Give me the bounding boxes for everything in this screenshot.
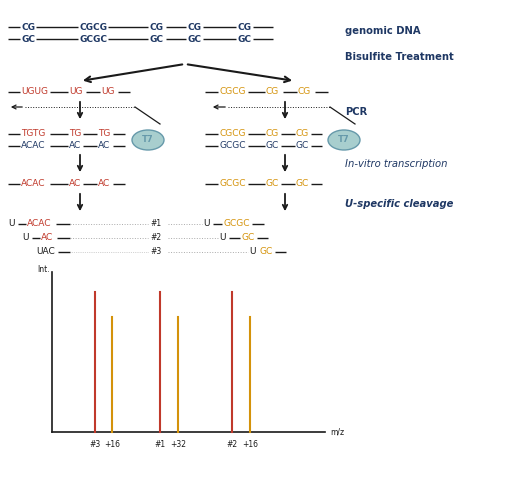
Text: #3: #3 (150, 247, 161, 256)
Text: Int.: Int. (37, 265, 50, 273)
Text: #2: #2 (226, 440, 238, 449)
Text: CG: CG (237, 23, 251, 31)
Text: In-vitro transcription: In-vitro transcription (345, 159, 447, 169)
Text: ACAC: ACAC (21, 142, 46, 150)
Text: T7: T7 (142, 135, 154, 145)
Text: UAC: UAC (36, 247, 55, 256)
Text: TGTG: TGTG (21, 130, 45, 138)
Text: GC: GC (237, 35, 251, 43)
Text: GC: GC (21, 35, 35, 43)
Text: +16: +16 (104, 440, 120, 449)
Text: PCR: PCR (345, 107, 367, 117)
Text: CGCG: CGCG (79, 23, 107, 31)
Text: GC: GC (150, 35, 164, 43)
Text: genomic DNA: genomic DNA (345, 26, 421, 36)
Text: U: U (22, 233, 29, 242)
Text: CG: CG (298, 88, 311, 96)
Text: AC: AC (69, 179, 81, 188)
Text: U: U (8, 219, 14, 228)
Text: CG: CG (187, 23, 201, 31)
Text: #2: #2 (150, 233, 161, 242)
Text: AC: AC (69, 142, 81, 150)
Text: +16: +16 (242, 440, 258, 449)
Text: UGUG: UGUG (21, 88, 48, 96)
Text: GCGC: GCGC (219, 142, 246, 150)
Text: Bisulfite Treatment: Bisulfite Treatment (345, 52, 454, 62)
Text: CG: CG (266, 130, 279, 138)
Text: U: U (219, 233, 226, 242)
Text: T7: T7 (338, 135, 350, 145)
Text: GCGC: GCGC (79, 35, 107, 43)
Text: ACAC: ACAC (21, 179, 46, 188)
Text: CG: CG (150, 23, 164, 31)
Ellipse shape (328, 130, 360, 150)
Text: GC: GC (266, 142, 279, 150)
Text: TG: TG (69, 130, 82, 138)
Text: CG: CG (21, 23, 35, 31)
Text: U: U (203, 219, 209, 228)
Text: U-specific cleavage: U-specific cleavage (345, 199, 453, 209)
Text: UG: UG (69, 88, 83, 96)
Text: +32: +32 (170, 440, 186, 449)
Text: UG: UG (101, 88, 114, 96)
Text: GC: GC (241, 233, 254, 242)
Text: AC: AC (98, 142, 110, 150)
Text: AC: AC (98, 179, 110, 188)
Text: U: U (249, 247, 255, 256)
Text: CG: CG (296, 130, 309, 138)
Text: #3: #3 (89, 440, 101, 449)
Text: GC: GC (296, 142, 309, 150)
Ellipse shape (132, 130, 164, 150)
Text: GC: GC (266, 179, 279, 188)
Text: m/z: m/z (330, 428, 344, 437)
Text: GC: GC (259, 247, 272, 256)
Text: GCGC: GCGC (223, 219, 249, 228)
Text: CGCG: CGCG (219, 130, 246, 138)
Text: TG: TG (98, 130, 110, 138)
Text: #1: #1 (154, 440, 166, 449)
Text: GC: GC (296, 179, 309, 188)
Text: #1: #1 (150, 219, 161, 228)
Text: ACAC: ACAC (27, 219, 51, 228)
Text: AC: AC (41, 233, 53, 242)
Text: CGCG: CGCG (219, 88, 246, 96)
Text: GC: GC (187, 35, 201, 43)
Text: GCGC: GCGC (219, 179, 246, 188)
Text: CG: CG (266, 88, 279, 96)
